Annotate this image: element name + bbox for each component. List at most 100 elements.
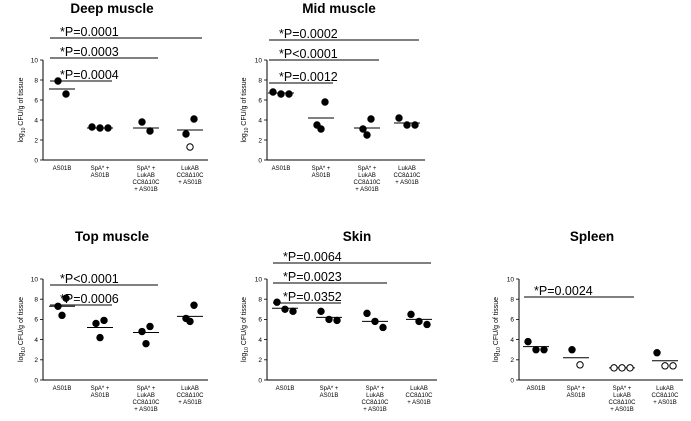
y-tick-label: 2: [34, 357, 38, 364]
x-category-label-line: CC8Δ10C: [361, 400, 389, 406]
y-tick-label: 8: [34, 297, 38, 304]
y-tick-label: 0: [34, 157, 38, 164]
y-tick-label: 0: [258, 377, 262, 384]
x-category-label-line: SpA* +: [137, 386, 156, 392]
data-point: [363, 131, 371, 139]
x-category-label-line: CC8Δ10C: [651, 393, 679, 399]
x-category-label-line: AS01B: [53, 386, 72, 392]
x-category-label-line: AS01B: [272, 166, 291, 172]
y-axis-label-rest: CFU/g of tissue: [18, 77, 25, 127]
data-point: [62, 294, 70, 302]
x-category-label-line: + AS01B: [407, 400, 431, 406]
data-point: [146, 322, 154, 331]
x-category-label-line: SpA* +: [91, 386, 110, 392]
y-axis-label: log10 CFU/g of tissue: [18, 297, 27, 362]
x-category-label-line: LukAB: [358, 173, 376, 179]
y-axis-label-subscript: 10: [21, 127, 27, 133]
data-point: [411, 121, 419, 129]
x-category-label: LukAB CC8Δ10C + AS01B: [651, 386, 679, 406]
data-point: [62, 90, 70, 98]
y-tick-label: 10: [255, 276, 263, 283]
data-point: [269, 88, 277, 96]
x-category-label-line: CC8Δ10C: [176, 173, 204, 179]
y-axis-label-subscript: 10: [496, 347, 502, 353]
p-value-label: *P=0.0006: [60, 292, 119, 306]
data-point: [317, 307, 325, 316]
x-category-label-line: CC8Δ10C: [608, 400, 636, 406]
data-point: [138, 327, 146, 336]
p-value-label: *P=0.0023: [283, 270, 342, 284]
data-point: [407, 310, 415, 319]
y-tick-label: 10: [507, 276, 515, 283]
x-category-label-line: AS01B: [567, 393, 586, 399]
data-point: [190, 301, 198, 309]
data-point: [379, 323, 387, 332]
y-axis-label-rest: CFU/g of tissue: [241, 77, 248, 127]
x-category-label-line: LukAB: [137, 173, 155, 179]
chart-title: Top muscle: [75, 229, 150, 244]
x-category-label-line: + AS01B: [355, 187, 379, 193]
y-axis-label: log10 CFU/g of tissue: [241, 297, 250, 362]
x-category-label: SpA* + LukAB CC8Δ10C + AS01B: [608, 386, 636, 413]
data-point: [618, 364, 626, 372]
x-category-label-line: LukAB: [656, 386, 674, 392]
y-tick-label: 2: [34, 137, 38, 144]
data-point: [568, 346, 576, 354]
data-point: [104, 124, 112, 132]
data-point: [96, 333, 104, 342]
data-point: [395, 114, 403, 122]
y-tick-label: 10: [31, 57, 39, 64]
x-category-label: SpA* + AS01B: [91, 386, 110, 399]
p-value-label: *P=0.0003: [60, 45, 119, 59]
p-value-label: *P=0.0064: [283, 250, 342, 264]
y-axis-label-prefix: log: [18, 353, 25, 362]
y-tick-label: 8: [34, 77, 38, 84]
y-tick-label: 8: [258, 297, 262, 304]
chart-title: Deep muscle: [70, 1, 154, 16]
data-point: [532, 346, 540, 354]
x-category-label-line: CC8Δ10C: [393, 173, 421, 179]
y-tick-label: 4: [510, 337, 514, 344]
data-point: [277, 90, 285, 98]
y-axis-label-rest: CFU/g of tissue: [241, 297, 248, 347]
p-value-label: *P=0.0024: [534, 284, 593, 298]
data-point: [333, 316, 341, 325]
y-axis-label-prefix: log: [18, 133, 25, 142]
x-category-label-line: CC8Δ10C: [132, 400, 160, 406]
data-point: [273, 298, 281, 306]
x-category-label: SpA* + AS01B: [91, 166, 110, 179]
x-category-label-line: SpA* +: [91, 166, 110, 172]
x-category-label-line: CC8Δ10C: [176, 393, 204, 399]
x-category-label-line: + AS01B: [363, 407, 387, 413]
x-category-label-line: + AS01B: [653, 400, 677, 406]
y-axis-label-subscript: 10: [244, 347, 250, 353]
y-tick-label: 6: [34, 97, 38, 104]
x-category-label-line: LukAB: [398, 166, 416, 172]
y-tick-label: 0: [258, 157, 262, 164]
y-tick-label: 8: [510, 297, 514, 304]
data-point: [610, 364, 618, 372]
data-point: [669, 362, 677, 370]
x-category-label: LukAB CC8Δ10C + AS01B: [176, 386, 204, 406]
y-axis-label-rest: CFU/g of tissue: [18, 297, 25, 347]
p-value-label: *P=0.0012: [279, 70, 338, 84]
x-category-label-line: LukAB: [137, 393, 155, 399]
x-category-label: SpA* + LukAB CC8Δ10C + AS01B: [132, 166, 160, 193]
data-point: [321, 98, 329, 106]
y-tick-label: 6: [258, 317, 262, 324]
y-tick-label: 4: [34, 337, 38, 344]
chart-title: Skin: [343, 229, 372, 244]
data-point: [182, 130, 190, 138]
data-point: [359, 125, 367, 133]
p-value-label: *P=0.0004: [60, 68, 119, 82]
y-tick-label: 6: [258, 97, 262, 104]
x-category-label: SpA* + AS01B: [320, 386, 339, 399]
y-tick-label: 2: [258, 137, 262, 144]
x-category-label-line: AS01B: [276, 386, 295, 392]
x-category-label-line: LukAB: [366, 393, 384, 399]
y-tick-label: 0: [34, 377, 38, 384]
x-category-label: SpA* + LukAB CC8Δ10C + AS01B: [361, 386, 389, 413]
